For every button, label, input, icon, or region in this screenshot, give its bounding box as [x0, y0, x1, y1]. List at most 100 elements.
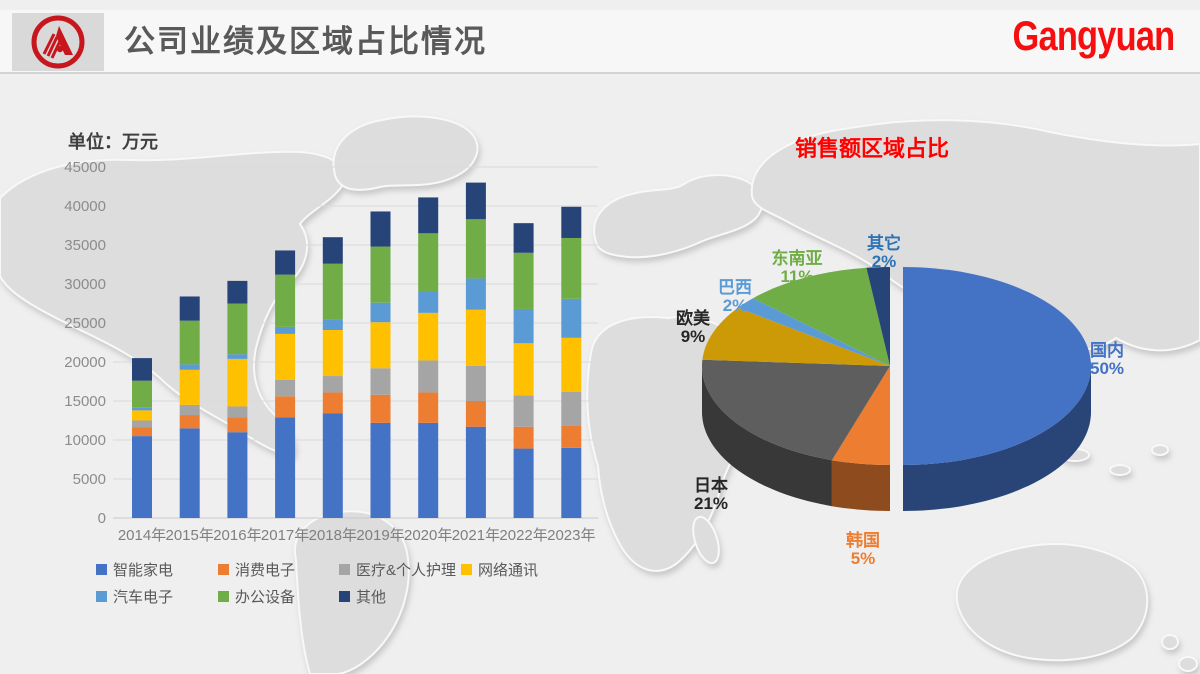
x-axis-label: 2023年	[547, 527, 595, 544]
bar-segment-办公设备	[561, 237, 582, 299]
pie-slice-side-韩国	[831, 460, 890, 511]
bar-segment-办公设备	[465, 219, 486, 279]
pie-label-pct-韩国: 5%	[851, 549, 876, 568]
bar-segment-汽车电子	[275, 326, 296, 334]
legend-label: 消费电子	[235, 562, 296, 579]
bar-segment-汽车电子	[418, 291, 439, 313]
bar-segment-消费电子	[418, 392, 439, 423]
y-axis-tick-label: 0	[98, 510, 106, 527]
bar-segment-消费电子	[370, 394, 391, 423]
bar-segment-智能家电	[465, 426, 486, 518]
bar-segment-办公设备	[513, 252, 534, 309]
island-nz-south	[1178, 656, 1198, 672]
bar-segment-医疗&个人护理	[322, 376, 343, 393]
bar-segment-办公设备	[275, 274, 296, 327]
pie-label-东南亚: 东南亚	[772, 248, 823, 268]
legend-item-网络通讯: 网络通讯	[461, 559, 538, 580]
bar-segment-其他	[227, 280, 248, 304]
y-axis-tick-label: 45000	[64, 159, 106, 176]
bar-segment-网络通讯	[513, 343, 534, 396]
bar-segment-医疗&个人护理	[513, 395, 534, 427]
pie-slice-韩国	[831, 366, 890, 465]
pie-chart-title: 销售额区域占比	[794, 136, 950, 161]
x-axis-label: 2018年	[309, 527, 357, 544]
x-axis-label: 2017年	[261, 527, 309, 544]
bar-segment-网络通讯	[132, 410, 152, 421]
bar-segment-消费电子	[179, 415, 200, 429]
x-axis-label: 2016年	[213, 527, 261, 544]
pie-label-欧美: 欧美	[676, 308, 711, 328]
bar-segment-消费电子	[322, 392, 343, 414]
gangyuan-ring-logo-icon	[31, 15, 85, 69]
legend-swatch	[218, 591, 229, 602]
pie-label-其它: 其它	[867, 233, 901, 253]
brand-logo-text: Gangyuan	[1012, 12, 1175, 59]
bar-segment-其他	[132, 358, 152, 381]
bar-segment-智能家电	[179, 428, 200, 518]
bar-segment-医疗&个人护理	[275, 379, 296, 397]
bar-segment-汽车电子	[227, 354, 248, 359]
legend-label: 办公设备	[235, 589, 296, 606]
bar-segment-智能家电	[513, 448, 534, 518]
bar-segment-汽车电子	[179, 364, 200, 370]
x-axis-label: 2022年	[499, 527, 547, 544]
pie-label-pct-欧美: 9%	[681, 327, 706, 346]
continent-australia	[955, 543, 1149, 662]
bar-segment-其他	[418, 197, 439, 234]
bar-segment-其他	[513, 223, 534, 253]
bar-segment-消费电子	[561, 425, 582, 448]
bar-segment-其他	[561, 206, 582, 238]
x-axis-label: 2019年	[356, 527, 404, 544]
bar-segment-汽车电子	[322, 319, 343, 331]
pie-slice-巴西	[737, 298, 890, 366]
pie-label-pct-日本: 21%	[694, 494, 728, 513]
legend-swatch	[96, 564, 107, 575]
bar-segment-医疗&个人护理	[465, 365, 486, 401]
pie-slice-其它	[866, 267, 890, 366]
pie-slice-国内	[903, 267, 1091, 465]
legend-label: 汽车电子	[113, 589, 174, 606]
bar-segment-医疗&个人护理	[418, 360, 439, 393]
bar-segment-网络通讯	[322, 330, 343, 377]
bar-segment-网络通讯	[227, 358, 248, 407]
bar-segment-智能家电	[418, 422, 439, 518]
bar-segment-办公设备	[322, 263, 343, 320]
bar-segment-医疗&个人护理	[561, 391, 582, 426]
bar-segment-网络通讯	[561, 337, 582, 392]
bar-segment-其他	[275, 250, 296, 275]
pie-label-日本: 日本	[694, 475, 728, 495]
bar-segment-汽车电子	[370, 302, 391, 323]
legend-swatch	[339, 591, 350, 602]
island-madagascar	[692, 515, 720, 565]
bar-segment-消费电子	[227, 417, 248, 433]
bar-segment-网络通讯	[465, 309, 486, 366]
bar-segment-其他	[370, 211, 391, 247]
legend-swatch	[96, 591, 107, 602]
pie-label-pct-东南亚: 11%	[780, 267, 813, 286]
bar-segment-智能家电	[561, 447, 582, 518]
legend-label: 智能家电	[113, 562, 174, 579]
y-axis-tick-label: 35000	[64, 237, 106, 254]
bar-segment-医疗&个人护理	[370, 368, 391, 395]
island-2	[1109, 464, 1131, 476]
pie-label-国内: 国内	[1090, 340, 1124, 360]
bar-segment-网络通讯	[370, 322, 391, 369]
y-axis-tick-label: 25000	[64, 315, 106, 332]
bar-segment-智能家电	[275, 417, 296, 518]
bar-segment-汽车电子	[561, 298, 582, 338]
bar-segment-其他	[322, 237, 343, 264]
bar-segment-办公设备	[370, 246, 391, 303]
legend-swatch	[218, 564, 229, 575]
bar-segment-医疗&个人护理	[132, 420, 152, 428]
page-title: 公司业绩及区域占比情况	[124, 24, 487, 59]
bar-segment-消费电子	[465, 401, 486, 427]
y-axis-tick-label: 40000	[64, 198, 106, 215]
x-axis-label: 2021年	[452, 527, 500, 544]
header-band	[0, 10, 1200, 74]
pie-slice-日本	[702, 359, 890, 461]
pie-label-pct-国内: 50%	[1090, 359, 1124, 378]
legend-item-消费电子: 消费电子	[218, 559, 295, 580]
bar-segment-办公设备	[227, 303, 248, 355]
